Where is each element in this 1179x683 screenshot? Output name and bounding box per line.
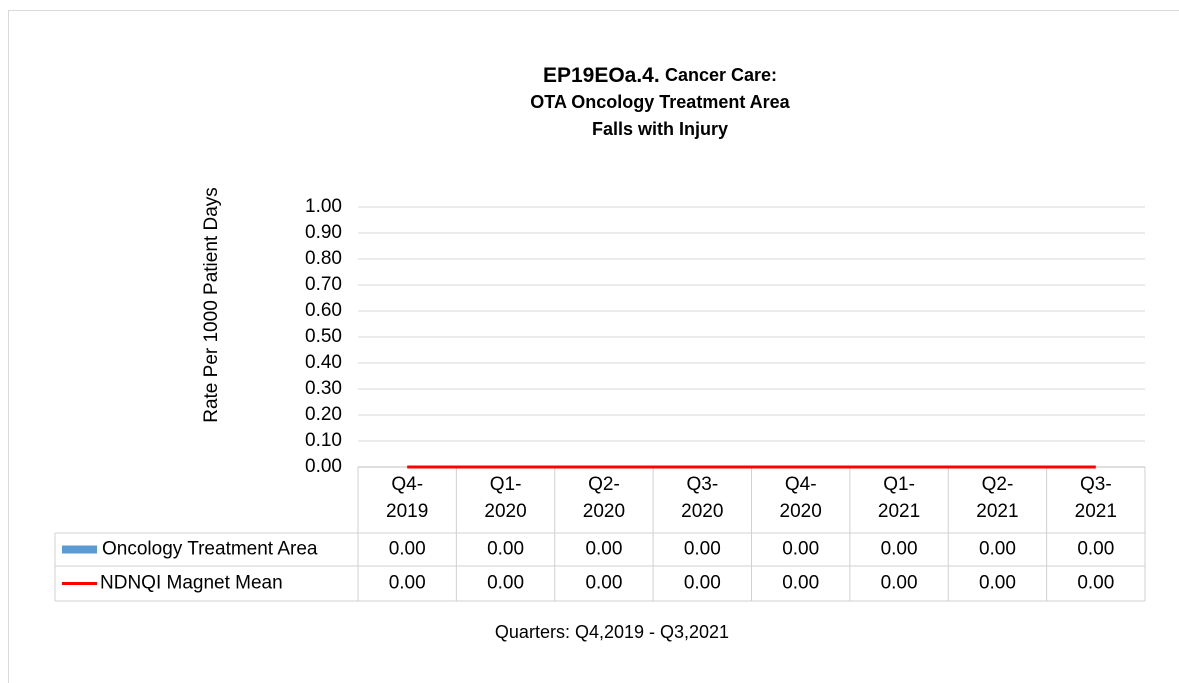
- y-tick-label: 0.20: [305, 404, 342, 425]
- y-tick-label: 1.00: [305, 196, 342, 217]
- x-tick-line: 2020: [780, 501, 822, 522]
- x-tick-line: Q2-: [588, 474, 620, 495]
- x-tick-label: Q4- 2020: [780, 474, 822, 522]
- x-tick-line: Q4-: [785, 474, 817, 495]
- x-tick-line: 2019: [386, 501, 428, 522]
- title-line: OTA Oncology Treatment Area: [530, 92, 790, 112]
- data-label: 0.00: [389, 573, 426, 594]
- data-label: 0.00: [979, 573, 1016, 594]
- y-tick-label: 0.70: [305, 274, 342, 295]
- legend-label: NDNQI Magnet Mean: [100, 573, 283, 594]
- data-label: 0.00: [782, 573, 819, 594]
- x-tick-line: 2020: [681, 501, 723, 522]
- data-label: 0.00: [782, 539, 819, 560]
- x-tick-line: Q3-: [686, 474, 718, 495]
- x-tick-label: Q2- 2021: [976, 474, 1018, 522]
- x-tick-label: Q2- 2020: [583, 474, 625, 522]
- x-tick-line: Q4-: [391, 474, 423, 495]
- data-label: 0.00: [1077, 539, 1114, 560]
- y-tick-label: 0.30: [305, 378, 342, 399]
- x-tick-label: Q4- 2019: [386, 474, 428, 522]
- chart-title: EP19EOa.4. Cancer Care:: [543, 64, 777, 87]
- y-tick-label: 0.10: [305, 430, 342, 451]
- x-tick-line: 2020: [583, 501, 625, 522]
- y-tick-label: 0.60: [305, 300, 342, 321]
- y-tick-label: 0.00: [305, 456, 342, 477]
- x-tick-label: Q3- 2020: [681, 474, 723, 522]
- x-tick-line: Q1-: [883, 474, 915, 495]
- data-label: 0.00: [585, 539, 622, 560]
- data-label: 0.00: [979, 539, 1016, 560]
- data-label: 0.00: [487, 573, 524, 594]
- data-label: 0.00: [389, 539, 426, 560]
- x-tick-line: 2021: [1075, 501, 1117, 522]
- y-tick-label: 0.40: [305, 352, 342, 373]
- x-tick-line: 2021: [878, 501, 920, 522]
- data-label: 0.00: [881, 539, 918, 560]
- x-tick-line: Q1-: [490, 474, 522, 495]
- x-tick-line: Q3-: [1080, 474, 1112, 495]
- data-label: 0.00: [585, 573, 622, 594]
- data-label: 0.00: [1077, 573, 1114, 594]
- data-label: 0.00: [684, 539, 721, 560]
- x-tick-line: 2020: [484, 501, 526, 522]
- data-label: 0.00: [487, 539, 524, 560]
- title-line: Cancer Care:: [665, 65, 777, 85]
- data-label: 0.00: [881, 573, 918, 594]
- x-tick-label: Q1- 2020: [484, 474, 526, 522]
- y-tick-label: 0.80: [305, 248, 342, 269]
- legend-label: Oncology Treatment Area: [102, 539, 318, 560]
- frame: [8, 10, 1179, 683]
- x-axis-label: Quarters: Q4,2019 - Q3,2021: [495, 622, 729, 642]
- title-code: EP19EOa.4.: [543, 64, 660, 87]
- y-tick-label: 0.50: [305, 326, 342, 347]
- y-tick-label: 0.90: [305, 222, 342, 243]
- y-axis-label: Rate Per 1000 Patient Days: [201, 187, 222, 423]
- x-tick-label: Q3- 2021: [1075, 474, 1117, 522]
- x-tick-line: Q2-: [982, 474, 1014, 495]
- x-tick-line: 2021: [976, 501, 1018, 522]
- data-label: 0.00: [684, 573, 721, 594]
- legend-swatch: [62, 545, 97, 554]
- x-tick-label: Q1- 2021: [878, 474, 920, 522]
- title-line: Falls with Injury: [592, 119, 728, 139]
